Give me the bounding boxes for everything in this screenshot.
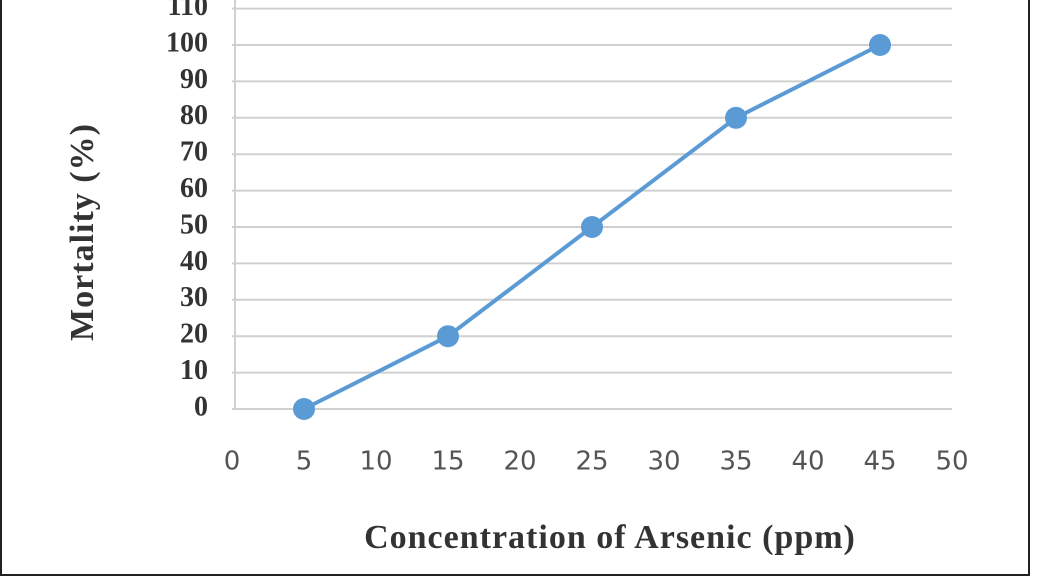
x-tick-label: 35 [719, 447, 752, 477]
x-tick-label: 15 [431, 447, 464, 477]
data-point [725, 106, 747, 129]
data-point [581, 216, 603, 238]
y-tick-label: 100 [166, 27, 208, 58]
data-point [437, 325, 459, 348]
y-tick-label: 50 [180, 209, 208, 240]
y-tick-label: 10 [180, 355, 208, 386]
x-tick-label: 50 [935, 447, 968, 477]
x-tick-label: 5 [296, 447, 313, 477]
x-tick-label: 0 [224, 447, 241, 477]
x-tick-label: 10 [359, 447, 392, 477]
y-tick-label: 0 [194, 391, 208, 422]
y-tick-label: 80 [180, 100, 208, 131]
x-axis-title: Concentration of Arsenic (ppm) [364, 519, 856, 556]
y-tick-label: 40 [180, 246, 208, 277]
x-tick-label: 45 [863, 447, 896, 477]
data-point [293, 398, 315, 420]
x-tick-label: 40 [791, 447, 824, 477]
y-axis-title: Mortality (%) [64, 123, 101, 341]
y-tick-label: 110 [168, 0, 208, 22]
y-tick-label: 90 [180, 64, 208, 95]
data-point [869, 34, 891, 56]
y-tick-label: 70 [180, 137, 208, 168]
y-tick-label: 60 [180, 173, 208, 204]
y-tick-label: 20 [180, 319, 208, 350]
x-tick-label: 25 [575, 447, 608, 477]
x-tick-label: 20 [503, 447, 536, 477]
x-tick-label: 30 [647, 447, 680, 477]
y-tick-label: 30 [180, 282, 208, 313]
